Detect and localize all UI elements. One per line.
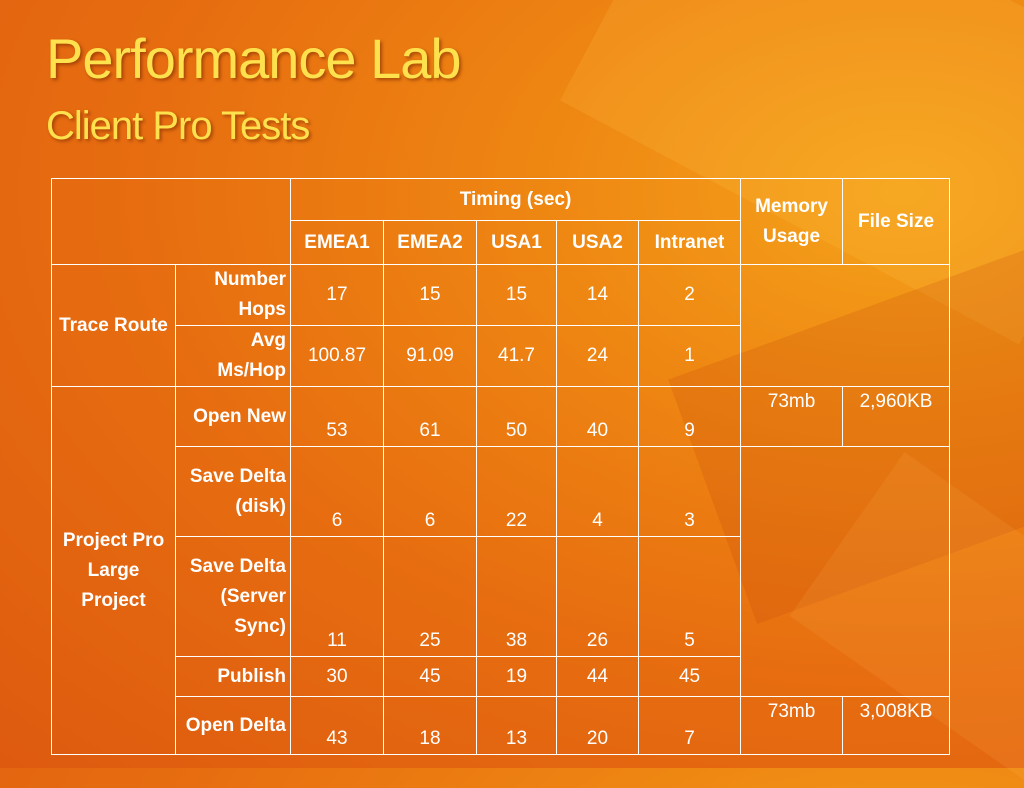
header-corner-cell <box>51 178 291 265</box>
table-cell: 9 <box>637 386 742 447</box>
table-cell: 15 <box>383 264 477 326</box>
table-cell: 41.7 <box>476 325 557 387</box>
table-cell: 45 <box>383 656 477 697</box>
results-table: Timing (sec) Memory Usage File Size EMEA… <box>51 178 951 755</box>
table-cell: 40 <box>556 386 639 447</box>
column-header-emea2: EMEA2 <box>383 220 477 265</box>
column-header-intranet: Intranet <box>637 220 742 265</box>
table-cell: 15 <box>476 264 557 326</box>
file-size-header: File Size <box>842 178 951 265</box>
table-cell: 20 <box>556 696 639 755</box>
row-label: Publish <box>175 656 291 697</box>
column-header-emea1: EMEA1 <box>290 220 384 265</box>
table-cell: 50 <box>476 386 557 447</box>
row-label: Open Delta <box>175 696 291 755</box>
table-cell: 5 <box>637 536 742 657</box>
table-cell: 2 <box>637 264 742 326</box>
table-cell: 3 <box>637 446 742 537</box>
table-row: Project Pro Large Project Open New 53 61… <box>51 386 951 755</box>
memory-usage-cell: 73mb <box>740 386 844 447</box>
table-cell: 17 <box>290 264 384 326</box>
table-cell: 1 <box>637 325 742 387</box>
table-cell: 6 <box>290 446 384 537</box>
file-size-cell: 2,960KB <box>842 386 951 447</box>
table-row: Trace Route Number Hops 17 15 15 14 2 <box>51 264 951 387</box>
table-cell: 38 <box>476 536 557 657</box>
row-label: Save Delta (Server Sync) <box>175 536 291 657</box>
empty-cell <box>740 264 951 387</box>
table-cell: 25 <box>383 536 477 657</box>
table-cell: 6 <box>383 446 477 537</box>
table-row: Avg Ms/Hop 100.87 91.09 41.7 24 1 <box>52 325 950 387</box>
slide-title: Performance Lab <box>46 27 462 90</box>
row-label: Open New <box>175 386 291 447</box>
table-cell: 7 <box>637 696 742 755</box>
table-row: Open Delta 43 18 13 20 7 73mb 3,008KB <box>52 696 951 755</box>
table-cell: 22 <box>476 446 557 537</box>
table-cell: 100.87 <box>290 325 384 387</box>
table-row: Publish 30 45 19 44 45 <box>52 656 950 697</box>
table-cell: 91.09 <box>383 325 477 387</box>
group-label-trace-route: Trace Route <box>51 264 176 387</box>
slide-subtitle: Client Pro Tests <box>46 104 310 148</box>
memory-usage-header: Memory Usage <box>740 178 844 265</box>
table-cell: 30 <box>290 656 384 697</box>
empty-cell <box>740 446 951 697</box>
table-cell: 14 <box>556 264 639 326</box>
table-cell: 13 <box>476 696 557 755</box>
table-row: Save Delta (disk) 6 6 22 4 3 <box>52 446 951 697</box>
row-label: Number Hops <box>175 264 291 326</box>
row-label: Save Delta (disk) <box>175 446 291 537</box>
table-cell: 53 <box>290 386 384 447</box>
column-header-usa2: USA2 <box>556 220 639 265</box>
timing-header: Timing (sec) <box>289 178 742 221</box>
table-cell: 26 <box>556 536 639 657</box>
column-header-usa1: USA1 <box>476 220 557 265</box>
table-cell: 45 <box>637 656 742 697</box>
table-cell: 24 <box>556 325 639 387</box>
table-cell: 61 <box>383 386 477 447</box>
memory-usage-cell: 73mb <box>740 696 844 755</box>
row-label: Avg Ms/Hop <box>175 325 291 387</box>
table-cell: 19 <box>476 656 557 697</box>
table-cell: 18 <box>383 696 477 755</box>
table-row: Save Delta (Server Sync) 11 25 38 26 5 <box>52 536 950 657</box>
table-cell: 43 <box>290 696 384 755</box>
file-size-cell: 3,008KB <box>842 696 951 755</box>
table-cell: 11 <box>290 536 384 657</box>
table-cell: 44 <box>556 656 639 697</box>
group-label-project-pro: Project Pro Large Project <box>51 386 176 755</box>
table-cell: 4 <box>556 446 639 537</box>
